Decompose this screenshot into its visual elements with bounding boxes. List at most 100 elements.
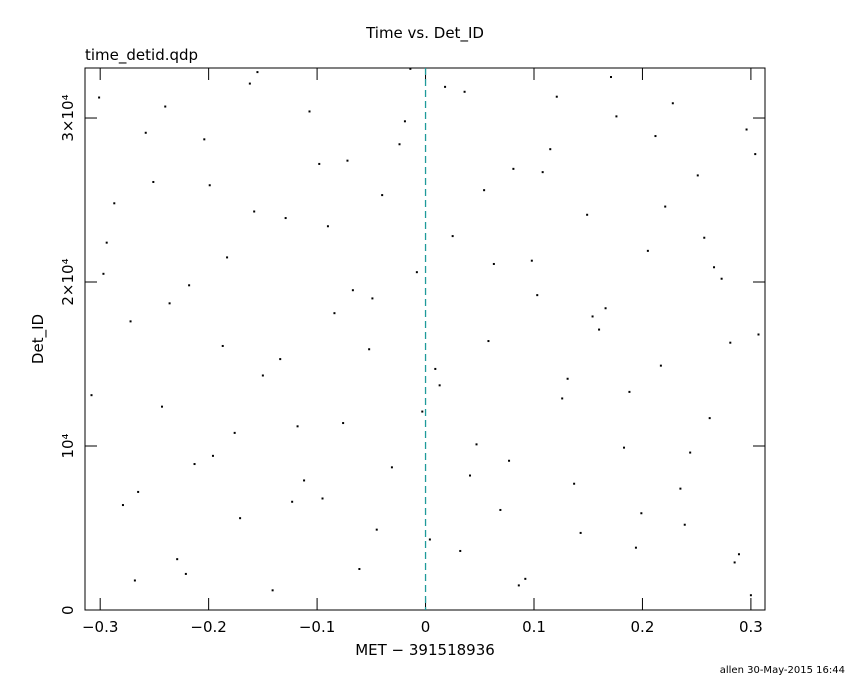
point bbox=[144, 131, 147, 134]
x-tick-label: 0 bbox=[421, 618, 431, 636]
point bbox=[105, 241, 108, 244]
point bbox=[530, 259, 533, 262]
x-tick-label: −0.2 bbox=[190, 618, 226, 636]
point bbox=[102, 272, 105, 275]
point bbox=[573, 482, 576, 485]
point bbox=[475, 443, 478, 446]
point bbox=[604, 307, 607, 310]
point bbox=[137, 490, 140, 493]
point bbox=[579, 531, 582, 534]
point bbox=[720, 277, 723, 280]
point bbox=[703, 236, 706, 239]
point bbox=[463, 90, 466, 93]
point bbox=[508, 459, 511, 462]
point bbox=[193, 463, 196, 466]
point bbox=[133, 579, 136, 582]
point bbox=[444, 85, 447, 88]
chart-subtitle: time_detid.qdp bbox=[85, 46, 198, 65]
point bbox=[708, 417, 711, 420]
point bbox=[279, 358, 282, 361]
x-tick-label: 0.2 bbox=[631, 618, 655, 636]
point bbox=[248, 82, 251, 85]
point bbox=[483, 189, 486, 192]
point bbox=[161, 405, 164, 408]
point bbox=[415, 271, 418, 274]
point bbox=[561, 397, 564, 400]
point bbox=[459, 549, 462, 552]
point bbox=[233, 431, 236, 434]
point bbox=[469, 474, 472, 477]
point bbox=[757, 333, 760, 336]
point bbox=[318, 162, 321, 165]
point bbox=[654, 135, 657, 138]
point bbox=[737, 553, 740, 556]
point bbox=[609, 76, 612, 79]
point bbox=[549, 148, 552, 151]
point bbox=[98, 96, 101, 99]
point bbox=[517, 584, 520, 587]
point bbox=[398, 143, 401, 146]
point bbox=[358, 568, 361, 571]
point bbox=[371, 297, 374, 300]
point bbox=[713, 266, 716, 269]
point bbox=[749, 594, 752, 597]
point bbox=[434, 367, 437, 370]
point bbox=[168, 302, 171, 305]
point bbox=[176, 558, 179, 561]
footer: allen 30-May-2015 16:44 bbox=[720, 665, 845, 676]
point bbox=[421, 410, 424, 413]
point bbox=[351, 289, 354, 292]
point bbox=[438, 384, 441, 387]
point bbox=[308, 110, 311, 113]
point bbox=[164, 105, 167, 108]
point bbox=[342, 422, 345, 425]
y-axis-label: Det_ID bbox=[29, 314, 48, 364]
point bbox=[333, 312, 336, 315]
point bbox=[428, 538, 431, 541]
point bbox=[646, 249, 649, 252]
point bbox=[679, 487, 682, 490]
point bbox=[256, 71, 259, 74]
point bbox=[261, 374, 264, 377]
point bbox=[113, 202, 116, 205]
x-tick-label: 0.1 bbox=[522, 618, 546, 636]
point bbox=[129, 320, 132, 323]
point bbox=[733, 561, 736, 564]
y-tick-label: 2×10⁴ bbox=[59, 258, 77, 305]
y-tick-label: 3×10⁴ bbox=[59, 94, 77, 141]
point bbox=[634, 546, 637, 549]
point bbox=[321, 497, 324, 500]
point bbox=[566, 377, 569, 380]
point bbox=[390, 466, 393, 469]
point bbox=[375, 528, 378, 531]
point bbox=[524, 577, 527, 580]
point bbox=[628, 390, 631, 393]
point bbox=[512, 167, 515, 170]
point bbox=[487, 340, 490, 343]
point bbox=[208, 184, 211, 187]
point bbox=[598, 328, 601, 331]
point bbox=[696, 174, 699, 177]
point bbox=[623, 446, 626, 449]
y-tick-label: 0 bbox=[59, 605, 77, 615]
point bbox=[90, 394, 93, 397]
point bbox=[211, 454, 214, 457]
point bbox=[152, 180, 155, 183]
point bbox=[296, 425, 299, 428]
point bbox=[492, 262, 495, 265]
point bbox=[586, 213, 589, 216]
point bbox=[284, 217, 287, 220]
point bbox=[615, 115, 618, 118]
point bbox=[368, 348, 371, 351]
point bbox=[326, 225, 329, 228]
point bbox=[221, 344, 224, 347]
point bbox=[659, 364, 662, 367]
point bbox=[403, 120, 406, 123]
point bbox=[346, 159, 349, 162]
point bbox=[451, 235, 454, 238]
point bbox=[729, 341, 732, 344]
point bbox=[203, 138, 206, 141]
x-axis-label: MET − 391518936 bbox=[355, 641, 495, 659]
chart-title: Time vs. Det_ID bbox=[365, 24, 484, 43]
